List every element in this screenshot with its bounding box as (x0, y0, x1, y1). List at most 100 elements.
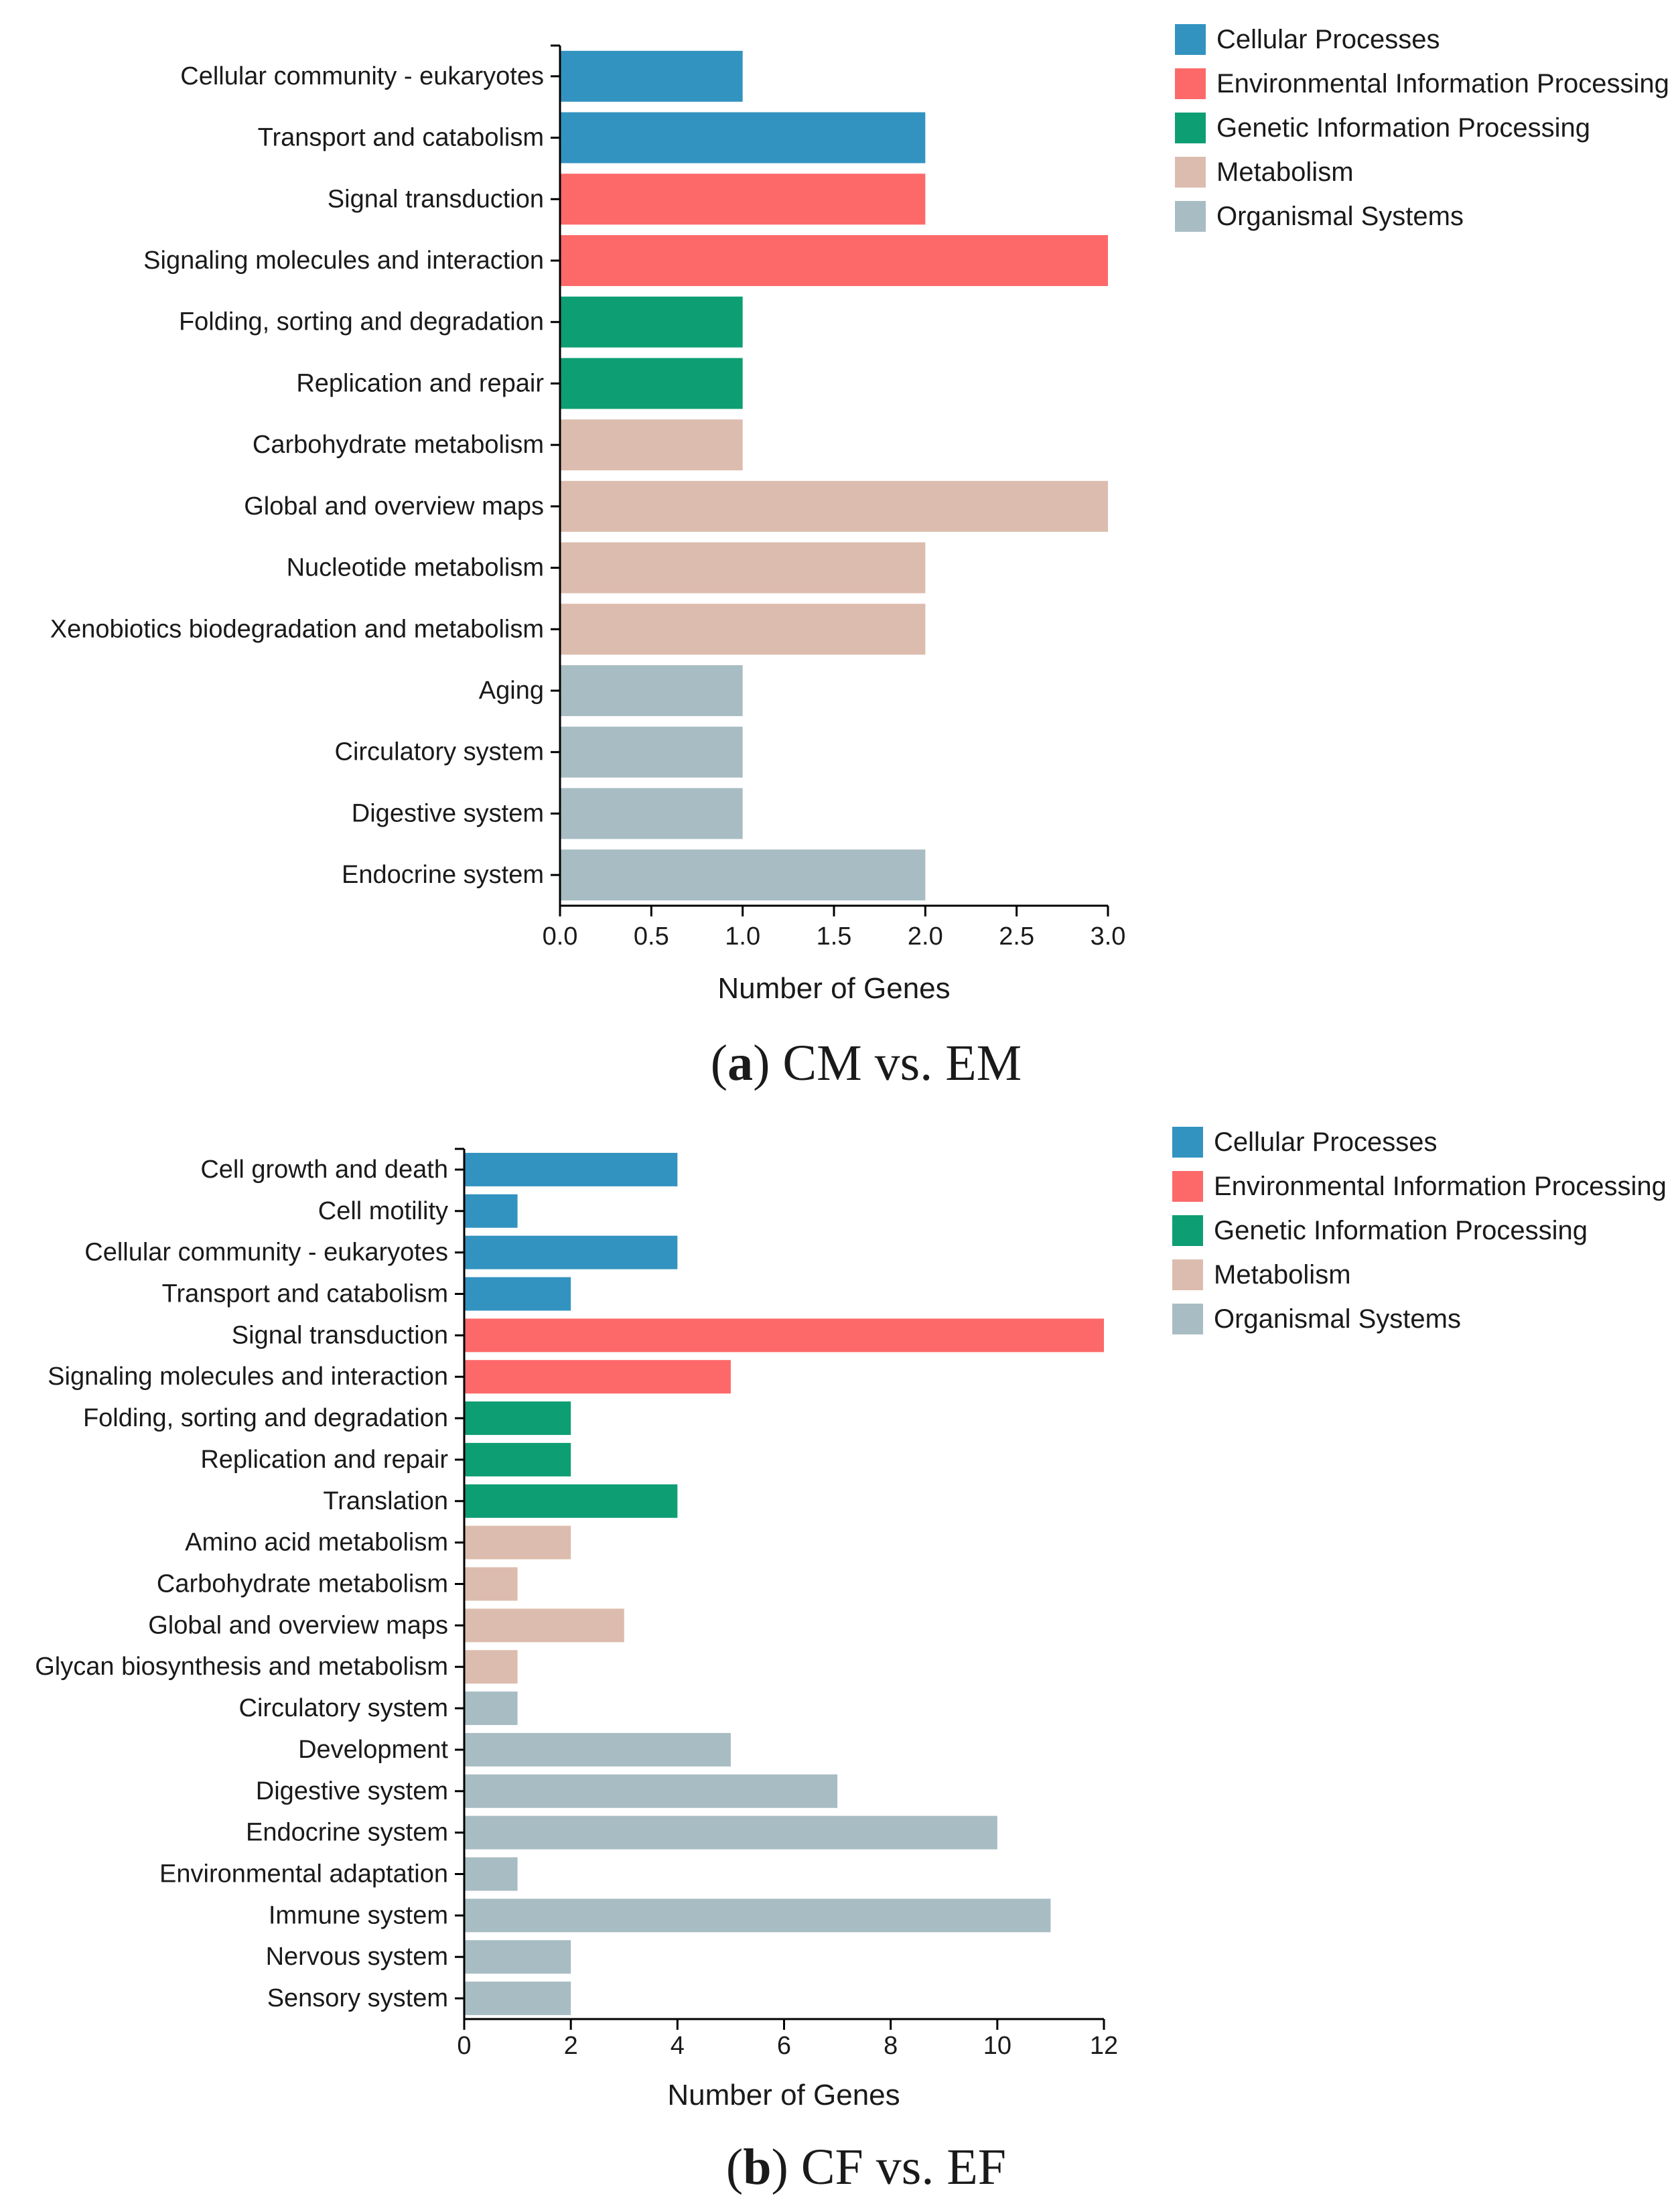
category-label: Endocrine system (246, 1819, 448, 1847)
bar-development (465, 1732, 731, 1767)
x-axis-title: Number of Genes (717, 972, 950, 1005)
category-label: Amino acid metabolism (185, 1529, 448, 1557)
bar-signal-transduction (561, 174, 926, 225)
bar-replication-and-repair (561, 358, 743, 409)
legend-swatch (1172, 1304, 1203, 1334)
bar-environmental-adaptation (465, 1857, 518, 1891)
x-tick-label: 1.0 (725, 922, 760, 951)
bar-translation (465, 1484, 678, 1518)
x-tick-label: 2 (564, 2032, 578, 2060)
category-label: Environmental adaptation (159, 1860, 448, 1888)
bar-folding-sorting-and-degradation (561, 296, 743, 348)
legend-entry: Organismal Systems (1216, 202, 1464, 231)
category-label: Signal transduction (232, 1321, 448, 1349)
legend-entry: Environmental Information Processing (1216, 69, 1669, 98)
x-tick-label: 0.0 (543, 922, 578, 951)
category-label: Translation (323, 1487, 448, 1515)
category-label: Signaling molecules and interaction (48, 1363, 448, 1391)
category-label: Sensory system (267, 1984, 448, 2012)
bar-sensory-system (465, 1982, 571, 2016)
category-label: Replication and repair (200, 1446, 448, 1474)
legend-entry: Metabolism (1216, 157, 1354, 187)
legend-swatch (1175, 24, 1206, 55)
category-label: Endocrine system (342, 861, 544, 889)
category-label: Circulatory system (335, 738, 545, 766)
legend-swatch (1172, 1259, 1203, 1290)
chart-a: Cellular community - eukaryotes Transport… (50, 24, 1669, 1091)
category-label: Digestive system (256, 1777, 448, 1805)
chart-caption: (b) CF vs. EF (726, 2139, 1006, 2195)
bar-aging (561, 665, 743, 716)
category-label: Cellular community - eukaryotes (84, 1239, 448, 1267)
bar-global-and-overview-maps (561, 480, 1108, 532)
bar-digestive-system (561, 788, 743, 839)
category-label: Glycan biosynthesis and metabolism (35, 1653, 448, 1681)
bar-carbohydrate-metabolism (561, 419, 743, 471)
legend-entry: Metabolism (1214, 1260, 1351, 1290)
category-label: Folding, sorting and degradation (83, 1404, 448, 1432)
category-label: Nervous system (266, 1943, 448, 1971)
legend-entry: Genetic Information Processing (1214, 1216, 1588, 1245)
bar-amino-acid-metabolism (465, 1525, 571, 1560)
category-label: Nucleotide metabolism (287, 554, 544, 582)
bar-signaling-molecules-and-interaction (561, 235, 1108, 286)
x-tick-label: 6 (777, 2032, 791, 2060)
legend-entry: Organismal Systems (1214, 1304, 1461, 1334)
category-label: Cellular community - eukaryotes (180, 62, 544, 90)
category-label: Signaling molecules and interaction (143, 247, 544, 275)
legend-swatch (1175, 68, 1206, 99)
category-label: Cell motility (318, 1197, 448, 1225)
bar-endocrine-system (465, 1815, 997, 1850)
category-label: Folding, sorting and degradation (179, 308, 544, 336)
bar-cellular-community-eukaryotes (561, 50, 743, 102)
bar-cell-motility (465, 1194, 518, 1228)
bar-endocrine-system (561, 849, 926, 901)
bar-global-and-overview-maps (465, 1608, 624, 1643)
category-label: Circulatory system (239, 1694, 449, 1722)
bar-immune-system (465, 1898, 1051, 1933)
category-label: Digestive system (352, 799, 544, 827)
chart-caption: (a) CM vs. EM (711, 1035, 1022, 1091)
bar-xenobiotics-biodegradation-and-metabolism (561, 604, 926, 655)
bar-cell-growth-and-death (465, 1152, 678, 1186)
bar-circulatory-system (465, 1691, 518, 1726)
category-label: Xenobiotics biodegradation and metabolis… (50, 615, 544, 643)
category-label: Transport and catabolism (162, 1280, 448, 1308)
x-tick-label: 10 (983, 2032, 1011, 2060)
bar-carbohydrate-metabolism (465, 1567, 518, 1601)
category-label: Development (298, 1736, 448, 1764)
bar-nervous-system (465, 1940, 571, 1974)
legend-swatch (1175, 201, 1206, 232)
bar-replication-and-repair (465, 1442, 571, 1476)
legend-entry: Cellular Processes (1214, 1127, 1437, 1157)
x-tick-label: 12 (1090, 2032, 1118, 2060)
category-label: Aging (479, 677, 544, 705)
bar-signal-transduction (465, 1318, 1104, 1353)
legend-swatch (1175, 157, 1206, 188)
bar-glycan-biosynthesis-and-metabolism (465, 1650, 518, 1684)
bar-transport-and-catabolism (561, 112, 926, 163)
category-label: Global and overview maps (148, 1611, 448, 1639)
legend-swatch (1172, 1171, 1203, 1202)
bar-circulatory-system (561, 726, 743, 778)
x-tick-label: 1.5 (817, 922, 852, 951)
bar-signaling-molecules-and-interaction (465, 1360, 731, 1394)
bar-digestive-system (465, 1774, 838, 1808)
legend-entry: Cellular Processes (1216, 25, 1440, 54)
legend-swatch (1172, 1215, 1203, 1246)
x-tick-label: 2.5 (999, 922, 1034, 951)
chart-b: Cell growth and death Cell motility Cellul… (35, 1127, 1667, 2195)
category-label: Cell growth and death (200, 1156, 448, 1184)
x-tick-label: 2.0 (908, 922, 943, 951)
category-label: Carbohydrate metabolism (253, 431, 544, 459)
category-label: Global and overview maps (244, 492, 544, 521)
legend-swatch (1172, 1127, 1203, 1158)
category-label: Signal transduction (328, 185, 544, 213)
bar-folding-sorting-and-degradation (465, 1401, 571, 1436)
category-label: Carbohydrate metabolism (157, 1570, 448, 1598)
category-label: Replication and repair (296, 369, 544, 397)
x-tick-label: 0 (457, 2032, 471, 2060)
bar-transport-and-catabolism (465, 1277, 571, 1311)
x-tick-label: 0.5 (634, 922, 669, 951)
